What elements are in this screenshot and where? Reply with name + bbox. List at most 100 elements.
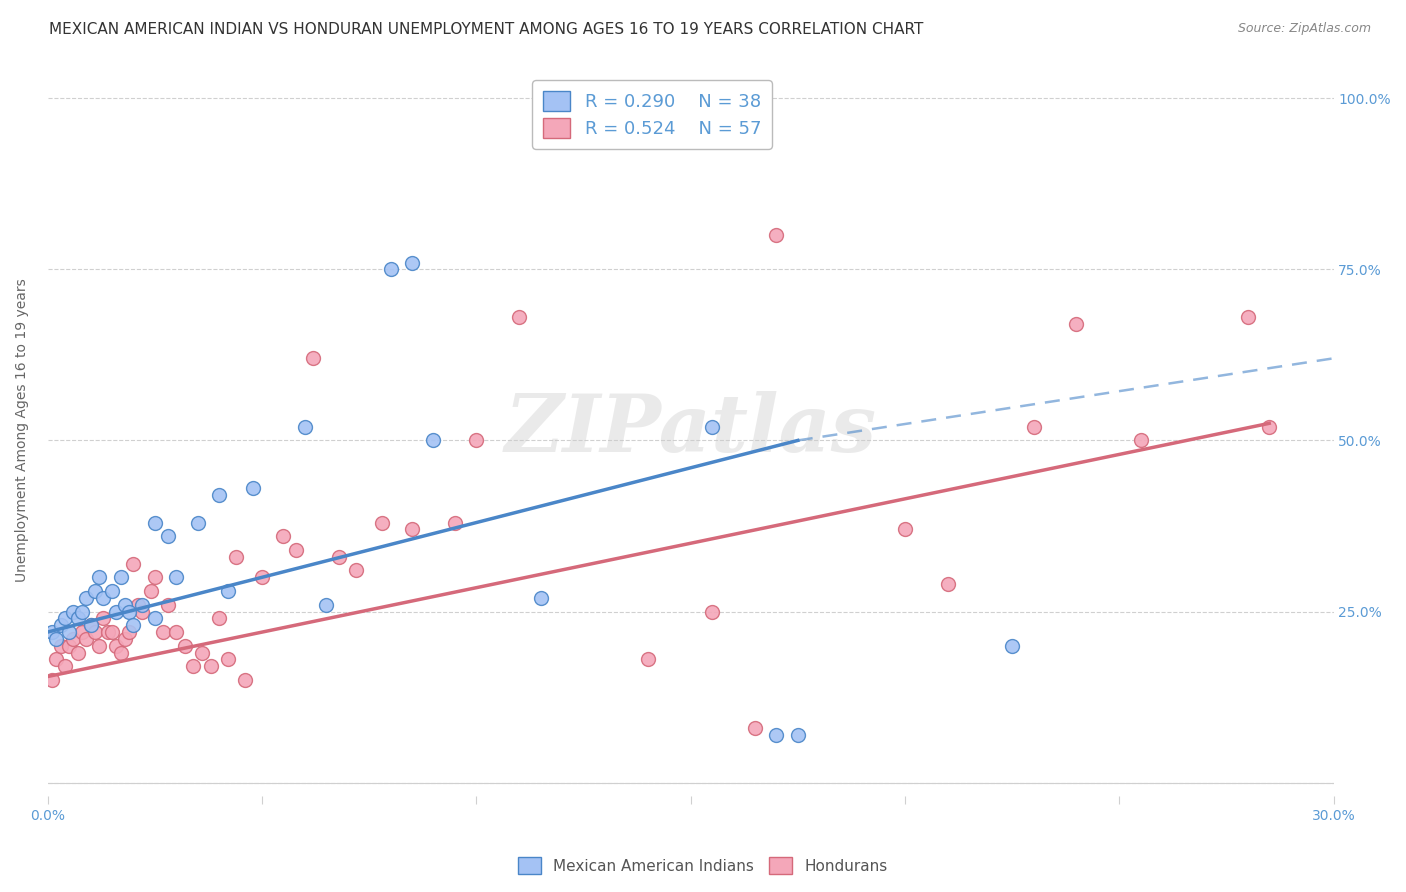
Point — [1258, 419, 1281, 434]
Point — [45, 652, 67, 666]
Point — [97, 625, 120, 640]
Point — [75, 591, 97, 605]
Point — [66, 646, 89, 660]
Point — [208, 488, 231, 502]
Point — [217, 652, 239, 666]
Point — [45, 632, 67, 646]
Point — [62, 632, 84, 646]
Point — [66, 611, 89, 625]
Point — [114, 598, 136, 612]
Point — [53, 659, 76, 673]
Point — [315, 598, 337, 612]
Point — [131, 605, 153, 619]
Point — [285, 543, 308, 558]
Point — [700, 605, 723, 619]
Point — [53, 611, 76, 625]
Point — [41, 673, 63, 687]
Point — [75, 632, 97, 646]
Point — [89, 639, 111, 653]
Point — [70, 625, 93, 640]
Point — [744, 721, 766, 735]
Point — [508, 310, 530, 325]
Point — [122, 618, 145, 632]
Point — [79, 618, 101, 632]
Y-axis label: Unemployment Among Ages 16 to 19 years: Unemployment Among Ages 16 to 19 years — [15, 278, 30, 582]
Point — [530, 591, 553, 605]
Point — [165, 570, 187, 584]
Point — [110, 646, 132, 660]
Point — [700, 419, 723, 434]
Point — [105, 605, 128, 619]
Text: ZIPatlas: ZIPatlas — [505, 392, 877, 469]
Point — [233, 673, 256, 687]
Point — [294, 419, 316, 434]
Point — [89, 570, 111, 584]
Text: Source: ZipAtlas.com: Source: ZipAtlas.com — [1237, 22, 1371, 36]
Point — [302, 351, 325, 366]
Point — [217, 584, 239, 599]
Point — [41, 625, 63, 640]
Point — [371, 516, 394, 530]
Point — [79, 618, 101, 632]
Point — [380, 262, 402, 277]
Point — [83, 625, 105, 640]
Point — [156, 529, 179, 543]
Point — [187, 516, 209, 530]
Point — [765, 228, 787, 243]
Point — [344, 564, 367, 578]
Point — [765, 728, 787, 742]
Point — [465, 434, 488, 448]
Point — [1066, 317, 1088, 331]
Point — [49, 618, 72, 632]
Point — [1129, 434, 1152, 448]
Point — [101, 625, 124, 640]
Text: MEXICAN AMERICAN INDIAN VS HONDURAN UNEMPLOYMENT AMONG AGES 16 TO 19 YEARS CORRE: MEXICAN AMERICAN INDIAN VS HONDURAN UNEM… — [49, 22, 924, 37]
Legend: R = 0.290    N = 38, R = 0.524    N = 57: R = 0.290 N = 38, R = 0.524 N = 57 — [533, 80, 772, 149]
Point — [328, 549, 350, 564]
Point — [49, 639, 72, 653]
Point — [786, 728, 808, 742]
Point — [165, 625, 187, 640]
Point — [200, 659, 222, 673]
Point — [58, 639, 80, 653]
Point — [936, 577, 959, 591]
Point — [444, 516, 467, 530]
Point — [422, 434, 444, 448]
Point — [62, 605, 84, 619]
Point — [143, 570, 166, 584]
Point — [118, 625, 141, 640]
Point — [1001, 639, 1024, 653]
Point — [191, 646, 214, 660]
Point — [122, 557, 145, 571]
Point — [637, 652, 659, 666]
Point — [58, 625, 80, 640]
Point — [118, 605, 141, 619]
Point — [83, 584, 105, 599]
Point — [131, 598, 153, 612]
Point — [401, 522, 423, 536]
Point — [273, 529, 295, 543]
Point — [174, 639, 197, 653]
Point — [1022, 419, 1045, 434]
Legend: Mexican American Indians, Hondurans: Mexican American Indians, Hondurans — [512, 851, 894, 880]
Point — [208, 611, 231, 625]
Point — [93, 611, 115, 625]
Point — [143, 611, 166, 625]
Point — [152, 625, 174, 640]
Point — [894, 522, 917, 536]
Point — [242, 481, 264, 495]
Point — [127, 598, 149, 612]
Point — [156, 598, 179, 612]
Point — [401, 255, 423, 269]
Point — [1236, 310, 1258, 325]
Point — [110, 570, 132, 584]
Point — [183, 659, 205, 673]
Point — [250, 570, 273, 584]
Point — [225, 549, 247, 564]
Point — [70, 605, 93, 619]
Point — [105, 639, 128, 653]
Point — [143, 516, 166, 530]
Point — [139, 584, 162, 599]
Point — [93, 591, 115, 605]
Point — [101, 584, 124, 599]
